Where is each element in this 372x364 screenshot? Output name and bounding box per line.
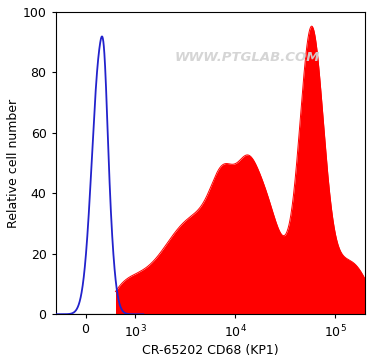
Text: WWW.PTGLAB.COM: WWW.PTGLAB.COM (175, 51, 320, 64)
X-axis label: CR-65202 CD68 (KP1): CR-65202 CD68 (KP1) (142, 344, 279, 357)
Y-axis label: Relative cell number: Relative cell number (7, 99, 20, 228)
